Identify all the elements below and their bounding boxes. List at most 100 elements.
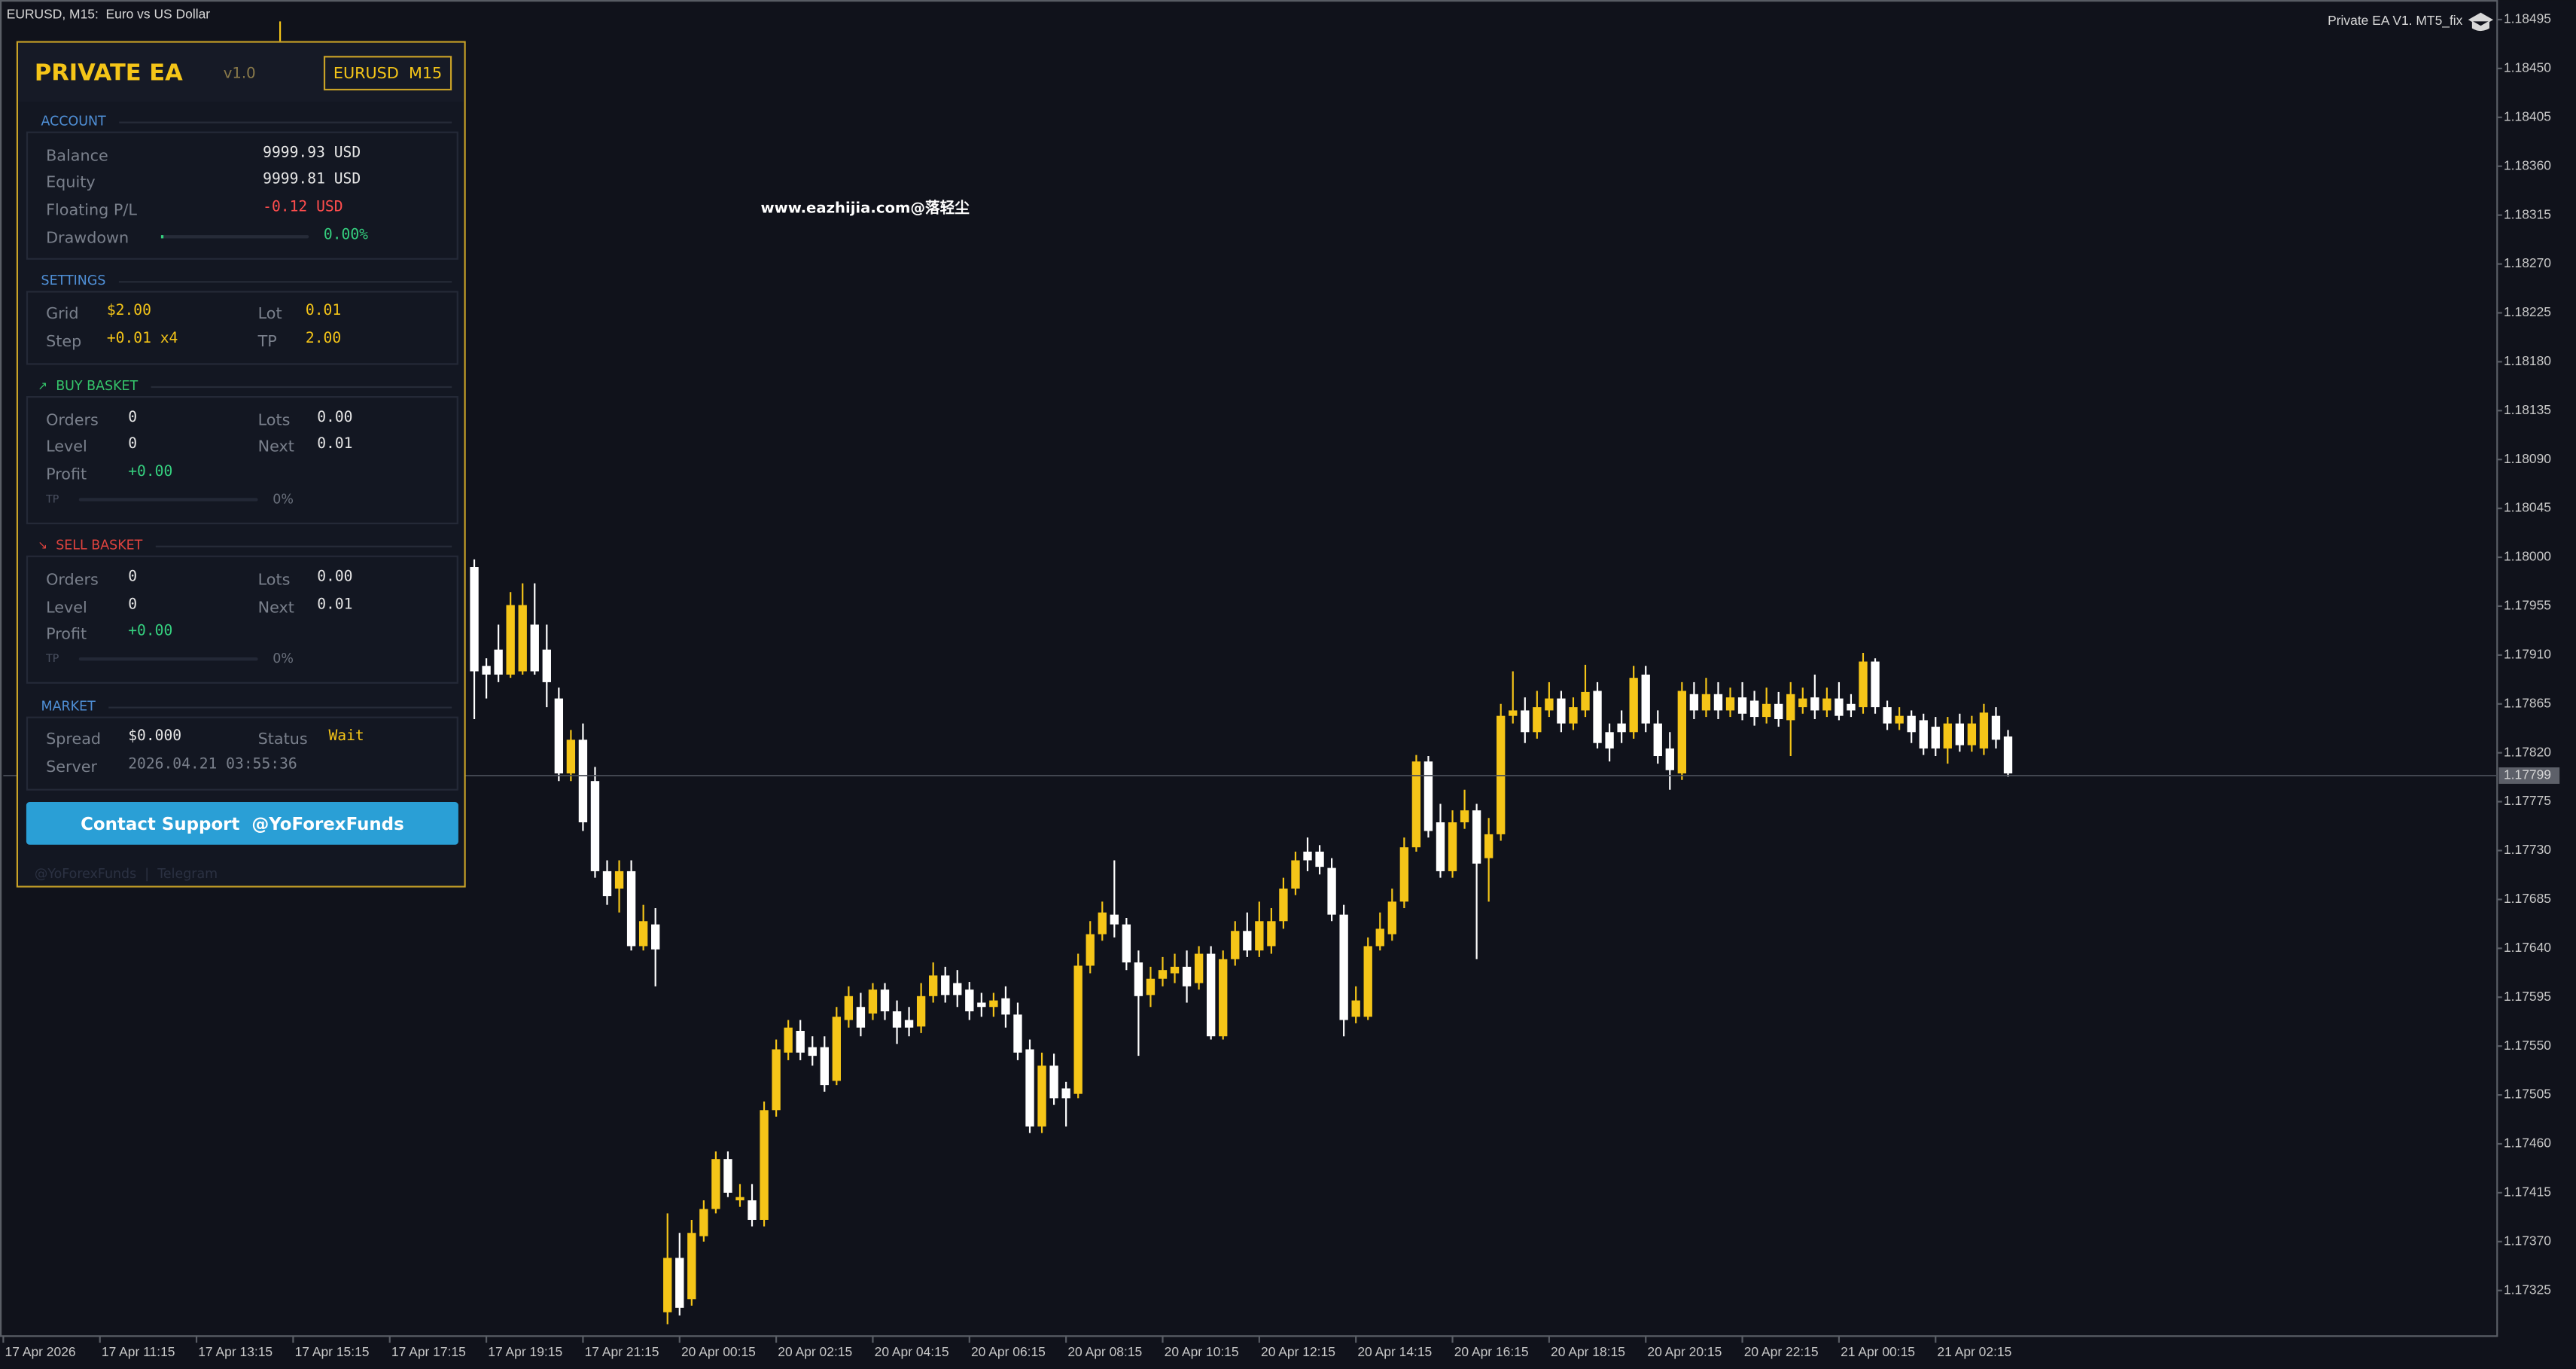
candle-body bbox=[1460, 810, 1469, 823]
y-tick-label: 1.17370 bbox=[2504, 1233, 2551, 1248]
panel-header bbox=[18, 42, 464, 102]
candle-body bbox=[1303, 851, 1312, 861]
row-value: $2.00 bbox=[107, 301, 151, 319]
candle-body bbox=[1533, 707, 1542, 733]
row-value: +0.01 x4 bbox=[107, 329, 178, 346]
contact-button-label[interactable]: Contact Support @YoForexFunds bbox=[81, 815, 404, 834]
section-heading: SELL BASKET bbox=[56, 538, 142, 553]
candle-body bbox=[1617, 723, 1626, 733]
row-label: Equity bbox=[46, 172, 96, 191]
x-tick-label: 17 Apr 2026 bbox=[5, 1344, 76, 1359]
candle-body bbox=[1605, 732, 1614, 749]
bid-label-box bbox=[2498, 767, 2560, 784]
candle-body bbox=[1847, 703, 1856, 711]
row-value: 2026.04.21 03:55:36 bbox=[128, 755, 297, 772]
candle-body bbox=[1859, 661, 1868, 708]
y-tick-label: 1.17685 bbox=[2504, 891, 2551, 906]
y-tick-label: 1.17775 bbox=[2504, 793, 2551, 808]
candle-body bbox=[1315, 851, 1324, 867]
plot-frame bbox=[0, 0, 2498, 1337]
candle-body bbox=[844, 995, 854, 1020]
candle-body bbox=[1399, 847, 1409, 902]
candle-body bbox=[1883, 707, 1892, 724]
row-label: Balance bbox=[46, 146, 108, 164]
x-tick-label: 20 Apr 20:15 bbox=[1647, 1344, 1722, 1359]
candle-body bbox=[760, 1110, 769, 1220]
row-value: Wait bbox=[328, 727, 364, 744]
candle-body bbox=[626, 870, 636, 947]
candle-body bbox=[808, 1047, 817, 1056]
candle-body bbox=[1629, 678, 1638, 733]
row-value: +0.00 bbox=[128, 622, 172, 639]
row-value: 0.01 bbox=[317, 596, 352, 613]
drawdown-track bbox=[160, 235, 309, 239]
candle-body bbox=[1677, 691, 1687, 774]
candle-body bbox=[1749, 700, 1759, 718]
candle-body bbox=[1194, 953, 1204, 983]
tp-label: TP bbox=[45, 493, 59, 505]
candle-body bbox=[470, 567, 479, 672]
candle-body bbox=[723, 1159, 732, 1193]
row-value: 9999.93 USD bbox=[263, 143, 361, 160]
candle-body bbox=[880, 989, 890, 1012]
candle-body bbox=[578, 739, 588, 823]
candle-body bbox=[856, 1007, 866, 1028]
candle-body bbox=[1967, 723, 1977, 745]
row-value: 0.01 bbox=[317, 434, 352, 452]
tp-label: TP bbox=[45, 653, 59, 665]
watermark: www.eazhijia.com@落轻尘 bbox=[760, 200, 970, 217]
y-tick-label: 1.17505 bbox=[2504, 1087, 2551, 1102]
candle-body bbox=[518, 605, 527, 672]
candle-body bbox=[784, 1027, 793, 1053]
row-value: 0.00 bbox=[317, 408, 352, 425]
section-icon: ↘ bbox=[38, 538, 47, 552]
row-value: 0.00% bbox=[324, 226, 368, 243]
contact-button[interactable] bbox=[26, 802, 458, 845]
candle-body bbox=[614, 870, 624, 889]
candle-body bbox=[1472, 810, 1481, 864]
row-value: -0.12 USD bbox=[263, 198, 343, 215]
row-label: Next bbox=[258, 438, 294, 456]
candle-body bbox=[1725, 697, 1735, 711]
y-tick-label: 1.17595 bbox=[2504, 989, 2551, 1004]
section-heading: ACCOUNT bbox=[41, 114, 107, 130]
section-box bbox=[26, 291, 458, 365]
candle-body bbox=[1774, 703, 1783, 719]
row-label: Server bbox=[46, 758, 97, 776]
x-tick-label: 17 Apr 11:15 bbox=[102, 1344, 175, 1359]
candle-body bbox=[602, 870, 612, 897]
candle-body bbox=[1810, 697, 1819, 711]
candle-body bbox=[494, 649, 503, 675]
candle-body bbox=[1484, 834, 1494, 858]
row-value: +0.00 bbox=[128, 462, 172, 480]
candle-body bbox=[1049, 1066, 1058, 1099]
candle-body bbox=[1098, 912, 1107, 935]
candle-body bbox=[1001, 998, 1010, 1015]
candle-body bbox=[916, 995, 926, 1027]
candle-body bbox=[1375, 928, 1384, 947]
panel-version: v1.0 bbox=[224, 65, 256, 82]
row-value: 0 bbox=[128, 434, 137, 452]
candle-body bbox=[1351, 1000, 1360, 1017]
row-label: Lots bbox=[258, 411, 291, 429]
row-label: Profit bbox=[46, 465, 87, 483]
candle-body bbox=[1509, 710, 1518, 716]
candle-body bbox=[638, 921, 648, 947]
x-tick-label: 20 Apr 16:15 bbox=[1454, 1344, 1529, 1359]
candle-body bbox=[687, 1233, 696, 1300]
row-label: Spread bbox=[46, 730, 101, 748]
candle-body bbox=[1737, 697, 1747, 714]
candle-body bbox=[868, 989, 878, 1014]
ea-icon bbox=[2468, 12, 2494, 32]
panel-footer: @YoForexFunds | Telegram bbox=[35, 867, 218, 882]
section-icon: ↗ bbox=[38, 379, 47, 392]
row-label: Status bbox=[258, 730, 308, 748]
candle-body bbox=[1689, 694, 1699, 711]
candle-body bbox=[1219, 959, 1228, 1037]
candle-body bbox=[1581, 691, 1590, 711]
candle-body bbox=[1665, 748, 1674, 770]
candle-body bbox=[1146, 978, 1156, 995]
candle-body bbox=[1641, 674, 1650, 724]
y-tick-label: 1.18315 bbox=[2504, 206, 2551, 221]
candle-body bbox=[1170, 966, 1180, 974]
